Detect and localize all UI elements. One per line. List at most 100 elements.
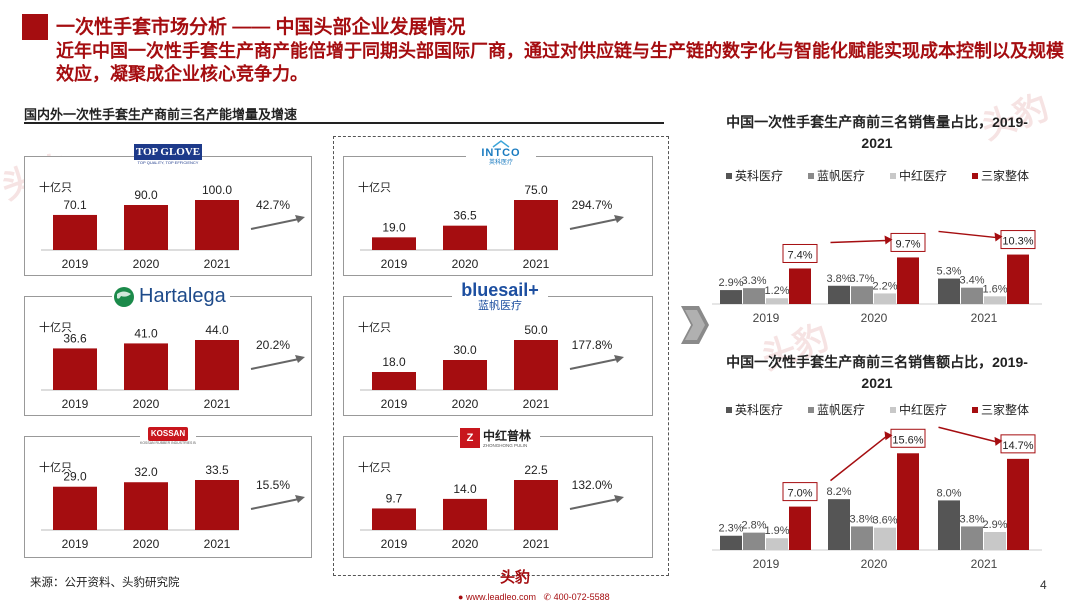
web-icon: ● bbox=[458, 592, 464, 602]
growth-rate-label: 177.8% bbox=[572, 338, 613, 352]
trend-arrow-head bbox=[884, 235, 893, 245]
growth-arrow-line bbox=[569, 498, 619, 510]
growth-rate-label: 42.7% bbox=[256, 198, 290, 212]
bar bbox=[1007, 458, 1029, 550]
sales-volume-chart-title: 中国一次性手套生产商前三名销售量占比，2019-2021 bbox=[726, 114, 1028, 151]
legend-swatch bbox=[808, 407, 814, 413]
unit-label: 十亿只 bbox=[39, 460, 72, 474]
hartalega-logo: Hartalega bbox=[112, 283, 230, 311]
bar bbox=[743, 288, 765, 304]
bar-value-label: 41.0 bbox=[134, 326, 158, 340]
bar bbox=[851, 526, 873, 550]
intco-logo: INTCO 英科医疗 bbox=[466, 140, 536, 172]
year-tick-label: 2020 bbox=[861, 557, 888, 571]
bar bbox=[897, 257, 919, 304]
bar bbox=[124, 343, 168, 390]
trend-arrow-line bbox=[830, 239, 887, 244]
total-value-label: 10.3% bbox=[1002, 236, 1033, 248]
title-marker bbox=[22, 14, 48, 40]
panel-kossan: 十亿只 29.0 2019 32.0 2020 33.5 2021 15.5% bbox=[24, 436, 312, 558]
legend-label: 三家整体 bbox=[981, 168, 1029, 183]
bar bbox=[766, 538, 788, 550]
bar-value-label: 3.6% bbox=[872, 515, 897, 527]
legend-swatch bbox=[726, 407, 732, 413]
year-tick-label: 2021 bbox=[971, 311, 998, 325]
bar bbox=[443, 498, 487, 530]
bar-value-label: 2.2% bbox=[872, 280, 897, 292]
zhonghong-mark-icon: Z bbox=[460, 428, 480, 448]
total-label-box bbox=[782, 482, 818, 502]
year-tick-label: 2019 bbox=[62, 257, 89, 271]
growth-rate-label: 15.5% bbox=[256, 478, 290, 492]
trend-arrow-line bbox=[938, 230, 997, 239]
total-label-box bbox=[890, 232, 926, 252]
bluesail-logo-main: bluesail+ bbox=[461, 280, 539, 300]
hartalega-logo-text: Hartalega bbox=[139, 285, 226, 307]
total-value-label: 7.0% bbox=[787, 488, 812, 500]
bar bbox=[372, 372, 416, 390]
bar bbox=[372, 508, 416, 530]
legend-label: 蓝帆医疗 bbox=[817, 168, 865, 183]
bar-value-label: 36.5 bbox=[453, 209, 477, 223]
bar-value-label: 22.5 bbox=[524, 463, 548, 477]
year-tick-label: 2019 bbox=[62, 537, 89, 551]
page-title: 一次性手套市场分析 —— 中国头部企业发展情况 bbox=[56, 17, 466, 38]
kossan-logo-main: KOSSAN bbox=[148, 427, 188, 441]
zhonghong-logo: Z 中红普林 ZHONGHONG PULIN bbox=[458, 426, 540, 452]
unit-label: 十亿只 bbox=[358, 180, 391, 194]
bar bbox=[720, 535, 742, 550]
phone-icon: ✆ bbox=[543, 592, 552, 602]
bar-value-label: 2.3% bbox=[718, 523, 743, 535]
intco-logo-sub: 英科医疗 bbox=[488, 160, 513, 166]
bar bbox=[828, 499, 850, 550]
year-tick-label: 2020 bbox=[861, 311, 888, 325]
bar-value-label: 9.7 bbox=[386, 491, 403, 505]
bar-value-label: 8.0% bbox=[936, 487, 961, 499]
bar-value-label: 1.6% bbox=[982, 283, 1007, 295]
capacity-chart: 十亿只 19.0 2019 36.5 2020 75.0 2021 294.7% bbox=[358, 180, 624, 271]
footer-url[interactable]: www.leadleo.com bbox=[465, 592, 536, 602]
growth-rate-label: 132.0% bbox=[572, 478, 613, 492]
bar bbox=[1007, 254, 1029, 304]
topglove-logo-sub: TOP QUALITY, TOP EFFICIENCY bbox=[137, 160, 199, 165]
bar bbox=[874, 527, 896, 550]
capacity-chart: 十亿只 70.1 2019 90.0 2020 100.0 2021 42.7% bbox=[39, 180, 305, 271]
bar bbox=[195, 340, 239, 390]
bar-value-label: 3.8% bbox=[849, 513, 874, 525]
bar bbox=[53, 214, 97, 250]
bar bbox=[984, 532, 1006, 550]
bar-value-label: 1.2% bbox=[764, 285, 789, 297]
bar-value-label: 90.0 bbox=[134, 188, 158, 202]
bar bbox=[828, 285, 850, 304]
growth-arrow-head bbox=[614, 495, 624, 503]
panel-hartalega: 十亿只 36.6 2019 41.0 2020 44.0 2021 20.2% bbox=[24, 296, 312, 416]
bar bbox=[961, 287, 983, 304]
growth-arrow-head bbox=[295, 215, 305, 223]
bluesail-logo-sub: 蓝帆医疗 bbox=[478, 300, 522, 312]
total-value-label: 14.7% bbox=[1002, 440, 1033, 452]
year-tick-label: 2021 bbox=[204, 397, 231, 411]
bar-value-label: 14.0 bbox=[453, 482, 477, 496]
total-label-box bbox=[1000, 230, 1036, 250]
growth-arrow-head bbox=[614, 355, 624, 363]
bar-value-label: 1.9% bbox=[764, 525, 789, 537]
bar bbox=[851, 286, 873, 304]
bar bbox=[443, 225, 487, 250]
bar bbox=[514, 340, 558, 390]
year-tick-label: 2020 bbox=[452, 397, 479, 411]
bar-value-label: 50.0 bbox=[524, 323, 548, 337]
bar bbox=[766, 298, 788, 304]
year-tick-label: 2019 bbox=[381, 397, 408, 411]
year-tick-label: 2020 bbox=[452, 257, 479, 271]
year-tick-label: 2020 bbox=[133, 397, 160, 411]
total-value-label: 9.7% bbox=[895, 238, 920, 250]
panel-bluesail: 十亿只 18.0 2019 30.0 2020 50.0 2021 177.8% bbox=[343, 296, 653, 416]
growth-arrow-line bbox=[250, 498, 300, 510]
capacity-chart: 十亿只 9.7 2019 14.0 2020 22.5 2021 132.0% bbox=[358, 460, 624, 551]
bar bbox=[874, 293, 896, 304]
kossan-logo: KOSSAN KOSSAN RUBBER INDUSTRIES BHD bbox=[140, 427, 196, 453]
year-tick-label: 2021 bbox=[523, 537, 550, 551]
intco-logo-main: INTCO bbox=[481, 147, 521, 159]
trend-arrow-head bbox=[884, 431, 893, 441]
growth-arrow-line bbox=[569, 358, 619, 370]
